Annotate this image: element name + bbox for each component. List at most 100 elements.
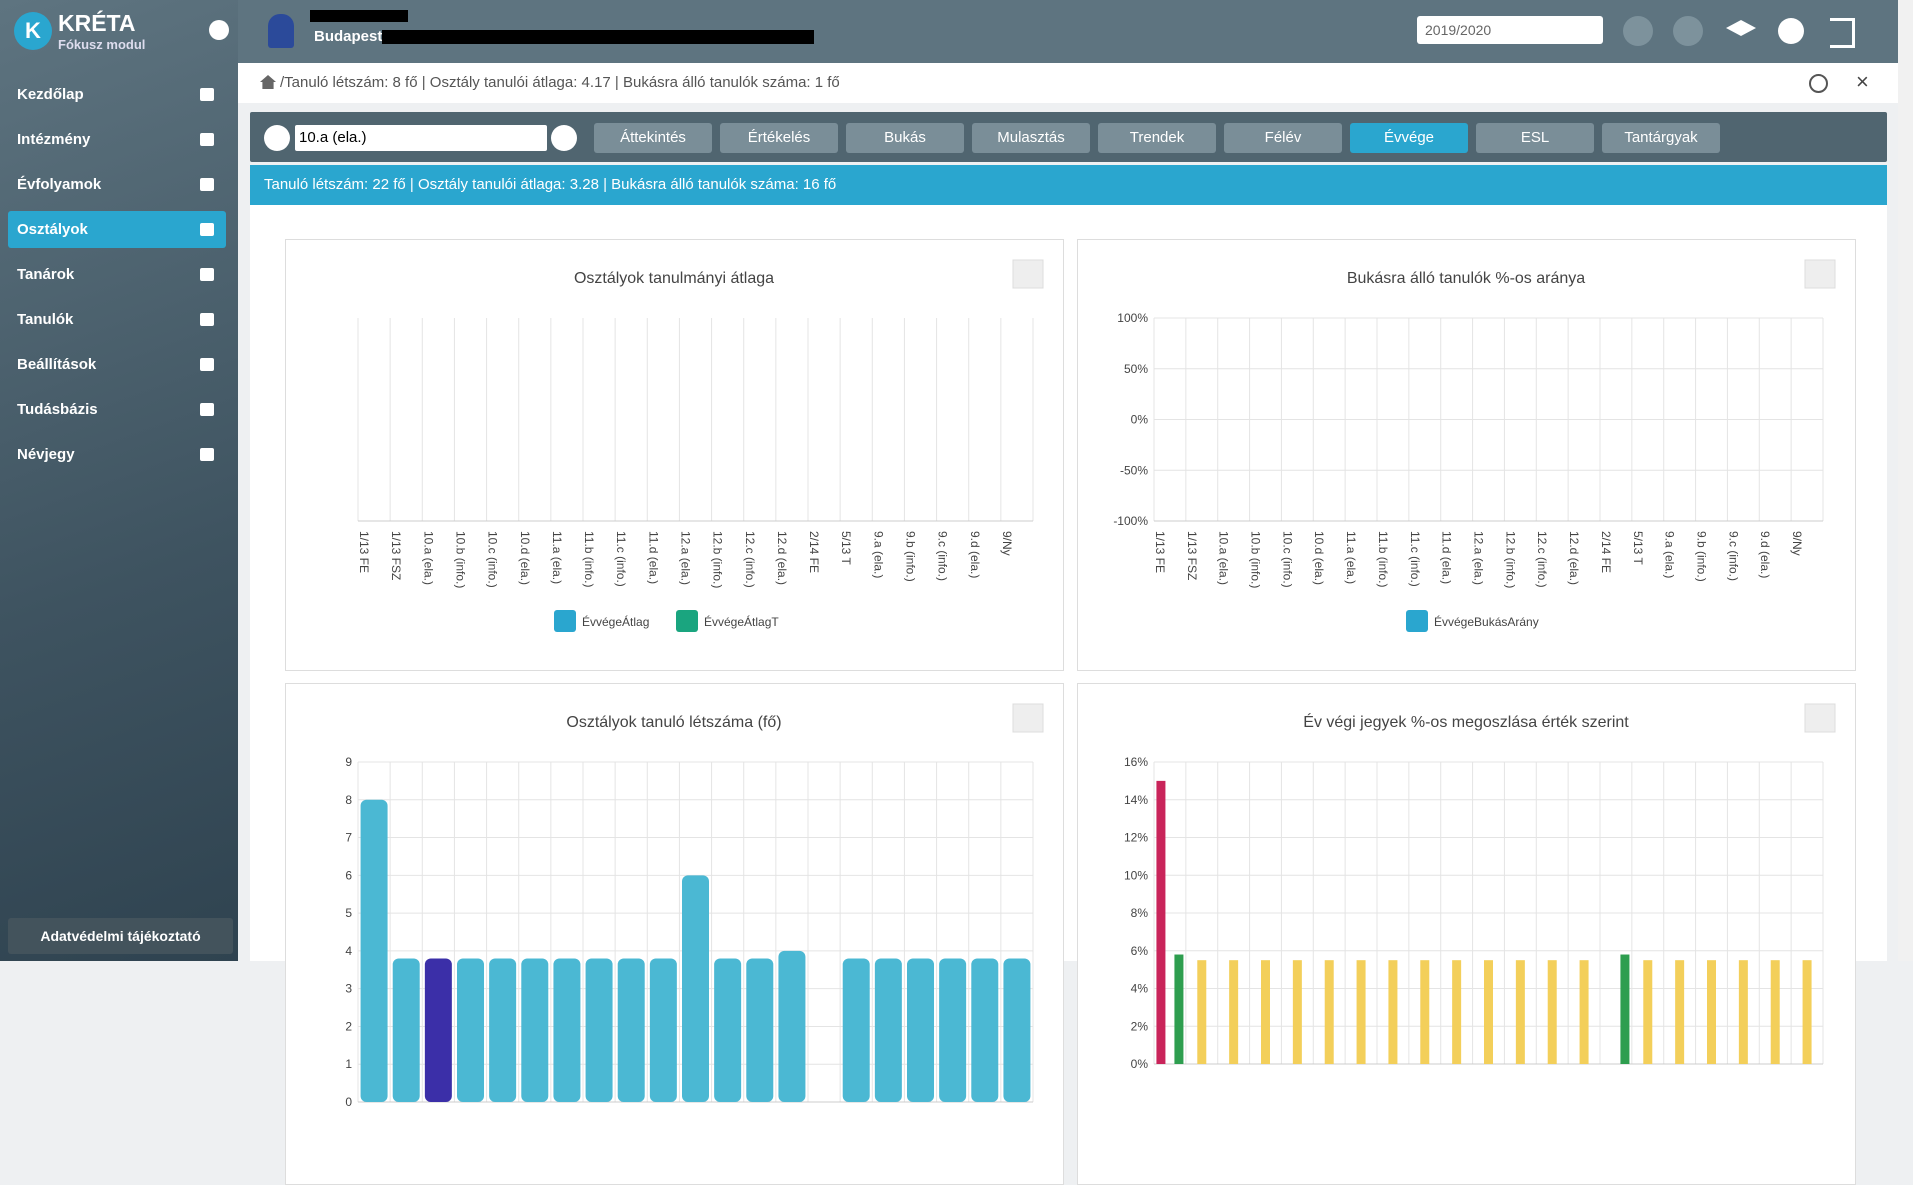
toolbar: 10.a (ela.) Áttekintés Értékelés Bukás Mula…: [250, 112, 1887, 162]
x-tick-label: 2/14 FE: [1599, 531, 1613, 573]
menu-button[interactable]: [1804, 703, 1836, 733]
chart-panel: Osztályok tanuló létszáma (fő) 0 1 2 3 4 5 6 7 8 9: [285, 683, 1064, 1185]
legend-label[interactable]: ÉvvégeÁtlagT: [704, 614, 779, 629]
toggle[interactable]: [209, 20, 229, 40]
sidebar: K KRÉTA Fókusz modul Kezdőlap Intézmény Év…: [0, 0, 238, 961]
bar: [489, 958, 517, 1102]
x-tick-label: 9/Ny: [1790, 531, 1804, 556]
menu-button[interactable]: [1012, 259, 1044, 289]
x-tick-label: 9/Ny: [1000, 531, 1014, 556]
close-button[interactable]: ×: [1856, 69, 1869, 94]
chart-title: Bukásra álló tanulók %-os aránya: [1347, 270, 1585, 287]
legend-swatch[interactable]: [676, 610, 698, 632]
menu-item[interactable]: Kezdőlap: [8, 76, 226, 113]
menu-icon: [200, 88, 214, 101]
x-tick-label: 10.d (ela.): [1312, 531, 1326, 585]
bar: [1643, 960, 1653, 1064]
menu-item[interactable]: Évfolyamok: [8, 166, 226, 203]
bar: [457, 958, 484, 1102]
content: Osztályok tanulmányi átlaga 1/13 FE 1/13 F…: [250, 205, 1887, 1185]
tab-button[interactable]: Bukás: [846, 123, 964, 153]
chart: Év végi jegyek %-os megoszlása érték sze…: [1124, 703, 1836, 1071]
tab-button[interactable]: Áttekintés: [594, 123, 712, 153]
x-tick-label: 5/13 T: [1631, 531, 1645, 565]
bar: [1547, 960, 1557, 1064]
chart: Bukásra álló tanulók %-os aránya -100% -50…: [1113, 259, 1836, 632]
menu-item[interactable]: Tudásbázis: [8, 391, 226, 428]
chart: Osztályok tanulmányi átlaga 1/13 FE 1/13 F…: [357, 259, 1044, 632]
x-tick-label: 12.b (info.): [1503, 531, 1517, 588]
bar: [1197, 960, 1207, 1064]
menu-icon: [200, 403, 214, 416]
tab-button[interactable]: Félév: [1224, 123, 1342, 153]
x-tick-label: 12.a (ela.): [679, 531, 693, 585]
tab-button[interactable]: Évvége: [1350, 123, 1468, 153]
menu-icon: [200, 448, 214, 461]
theme-button[interactable]: [1778, 18, 1804, 44]
tab-button[interactable]: ESL: [1476, 123, 1594, 153]
logout-button[interactable]: [1830, 18, 1855, 48]
y-tick-label: 100%: [1117, 311, 1148, 325]
menu-item[interactable]: Beállítások: [8, 346, 226, 383]
card-button[interactable]: [1673, 16, 1703, 46]
bar: [1802, 960, 1812, 1064]
y-tick-label: 12%: [1124, 831, 1148, 845]
menu-item[interactable]: Tanárok: [8, 256, 226, 293]
prev-button[interactable]: [264, 125, 290, 151]
y-tick-label: 10%: [1124, 868, 1148, 882]
next-button[interactable]: [551, 125, 577, 151]
menu-item[interactable]: Intézmény: [8, 121, 226, 158]
bar: [585, 958, 613, 1102]
bar: [971, 958, 999, 1102]
topbar: Budapesti 2019/2020: [238, 0, 1898, 63]
school-button[interactable]: [1726, 20, 1756, 36]
x-tick-label: 10.c (info.): [1280, 531, 1294, 588]
bar: [1420, 960, 1430, 1064]
bar: [1292, 960, 1302, 1064]
menu-item[interactable]: Osztályok: [8, 211, 226, 248]
menu-item[interactable]: Tanulók: [8, 301, 226, 338]
y-tick-label: 6: [345, 868, 352, 882]
legend-label[interactable]: ÉvvégeBukásArány: [1434, 614, 1539, 629]
legend-swatch[interactable]: [1406, 610, 1428, 632]
legend-swatch[interactable]: [554, 610, 576, 632]
x-tick-label: 1/13 FE: [357, 531, 371, 573]
redacted: [310, 10, 408, 22]
y-tick-label: 1: [345, 1057, 352, 1071]
breadcrumb: /Tanuló létszám: 8 fő | Osztály tanulói …: [280, 74, 840, 91]
info-bar: Tanuló létszám: 22 fő | Osztály tanulói …: [250, 165, 1887, 205]
legend-label[interactable]: ÉvvégeÁtlag: [582, 614, 649, 629]
tab-button[interactable]: Trendek: [1098, 123, 1216, 153]
bar: [746, 958, 774, 1102]
home-icon[interactable]: [260, 75, 276, 89]
bar: [907, 958, 934, 1102]
tab-button[interactable]: Tantárgyak: [1602, 123, 1720, 153]
menu-button[interactable]: [1804, 259, 1836, 289]
menu-item[interactable]: Névjegy: [8, 436, 226, 473]
x-tick-label: 11.d (ela.): [1440, 531, 1454, 584]
tab-button[interactable]: Mulasztás: [972, 123, 1090, 153]
bar: [1579, 960, 1589, 1064]
year-select[interactable]: 2019/2020: [1417, 16, 1603, 44]
chart-panel: Osztályok tanulmányi átlaga 1/13 FE 1/13 F…: [285, 239, 1064, 671]
chart-title: Osztályok tanulmányi átlaga: [574, 270, 774, 287]
x-tick-label: 11.a (ela.): [1344, 531, 1358, 584]
x-tick-label: 11.b (info.): [1376, 531, 1390, 587]
tab-button[interactable]: Értékelés: [720, 123, 838, 153]
y-tick-label: 0: [345, 1095, 352, 1109]
privacy-link[interactable]: Adatvédelmi tájékoztató: [8, 918, 233, 954]
logo-icon: K: [14, 12, 52, 50]
view-button[interactable]: [1623, 16, 1653, 46]
help-button[interactable]: [1809, 74, 1828, 93]
chart-title: Osztályok tanuló létszáma (fő): [566, 714, 781, 731]
bar: [360, 799, 388, 1102]
x-tick-label: 9.b (info.): [1695, 531, 1709, 582]
bar: [521, 958, 549, 1102]
menu-button[interactable]: [1012, 703, 1044, 733]
class-select[interactable]: 10.a (ela.): [295, 125, 547, 151]
y-tick-label: 50%: [1124, 362, 1148, 376]
bar: [1156, 780, 1166, 1064]
bar: [392, 958, 420, 1102]
x-tick-label: 12.d (ela.): [775, 531, 789, 585]
scrollbar[interactable]: [1898, 0, 1913, 961]
